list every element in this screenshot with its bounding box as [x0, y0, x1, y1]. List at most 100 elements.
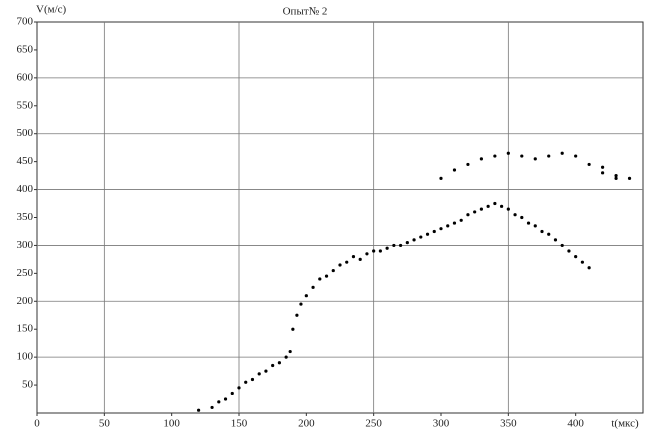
point	[500, 204, 504, 208]
point	[506, 207, 510, 211]
point	[439, 227, 443, 231]
point	[378, 249, 382, 253]
point	[244, 380, 248, 384]
y-tick-label: 100	[17, 351, 34, 363]
point	[432, 229, 436, 234]
point	[439, 176, 443, 180]
point	[452, 221, 457, 225]
point	[479, 207, 483, 211]
point	[547, 232, 551, 236]
point	[547, 154, 551, 158]
point	[399, 243, 403, 248]
point	[493, 201, 497, 206]
point	[614, 174, 618, 178]
point	[257, 372, 261, 376]
point	[385, 246, 389, 250]
point	[365, 252, 369, 256]
y-tick-label: 700	[17, 16, 34, 28]
x-tick-label: 100	[163, 418, 180, 430]
point	[587, 266, 591, 270]
point	[311, 285, 315, 289]
point	[331, 268, 335, 273]
point	[250, 377, 255, 382]
point	[237, 386, 241, 390]
point	[526, 221, 531, 225]
point	[372, 249, 376, 253]
point	[614, 176, 618, 180]
point	[493, 154, 497, 158]
point	[627, 176, 632, 180]
point	[560, 151, 564, 155]
point	[574, 255, 578, 259]
x-tick-label: 250	[365, 418, 382, 430]
x-tick-label: 50	[99, 418, 111, 430]
point	[601, 165, 605, 169]
point	[299, 302, 303, 306]
x-tick-label: 0	[34, 418, 40, 430]
x-tick-label: 400	[567, 418, 584, 430]
point	[466, 162, 470, 167]
point	[392, 243, 396, 248]
point	[284, 355, 288, 359]
point	[217, 400, 221, 404]
y-tick-label: 500	[17, 127, 34, 139]
point	[533, 157, 537, 161]
point	[459, 218, 463, 222]
y-tick-label: 550	[17, 99, 34, 111]
y-axis-label: V(м/с)	[36, 4, 67, 16]
point	[419, 235, 423, 239]
point	[405, 241, 409, 245]
point	[601, 171, 605, 175]
x-tick-label: 200	[298, 418, 315, 430]
point	[197, 408, 201, 412]
chart-title: Опыт№ 2	[283, 6, 328, 18]
y-tick-label: 650	[17, 43, 34, 55]
x-tick-label: 300	[433, 418, 450, 430]
x-tick-label: 150	[231, 418, 248, 430]
point	[295, 313, 299, 317]
point	[351, 255, 356, 259]
point	[412, 238, 416, 242]
y-tick-label: 150	[17, 323, 34, 335]
point	[533, 224, 537, 228]
point	[446, 224, 450, 228]
point	[271, 363, 275, 368]
point	[520, 154, 524, 158]
point	[425, 232, 430, 236]
y-tick-label: 600	[17, 71, 34, 83]
x-tick-label: 350	[500, 418, 517, 430]
point	[345, 260, 349, 264]
y-tick-label: 200	[17, 295, 34, 307]
point	[338, 263, 342, 267]
x-axis-label: t(мкс)	[611, 418, 639, 430]
point	[486, 204, 490, 208]
y-tick-label: 450	[17, 155, 34, 167]
point	[324, 274, 329, 278]
point	[452, 168, 457, 172]
point	[318, 277, 322, 281]
point	[473, 210, 477, 214]
y-tick-label: 250	[17, 267, 34, 279]
point	[479, 157, 483, 161]
point	[230, 391, 234, 396]
point	[291, 327, 295, 331]
point	[580, 260, 585, 264]
point	[264, 369, 268, 373]
y-tick-label: 50	[22, 379, 34, 391]
y-tick-label: 350	[17, 211, 34, 223]
point	[304, 294, 308, 298]
y-tick-label: 300	[17, 239, 34, 251]
point	[277, 361, 281, 365]
point	[210, 405, 214, 410]
point	[587, 162, 591, 167]
point	[567, 249, 571, 253]
point	[466, 213, 470, 217]
point	[506, 151, 510, 155]
point	[520, 215, 524, 220]
point	[223, 397, 228, 401]
point	[288, 349, 292, 354]
point	[540, 229, 544, 234]
point	[560, 243, 564, 248]
point	[513, 213, 517, 217]
